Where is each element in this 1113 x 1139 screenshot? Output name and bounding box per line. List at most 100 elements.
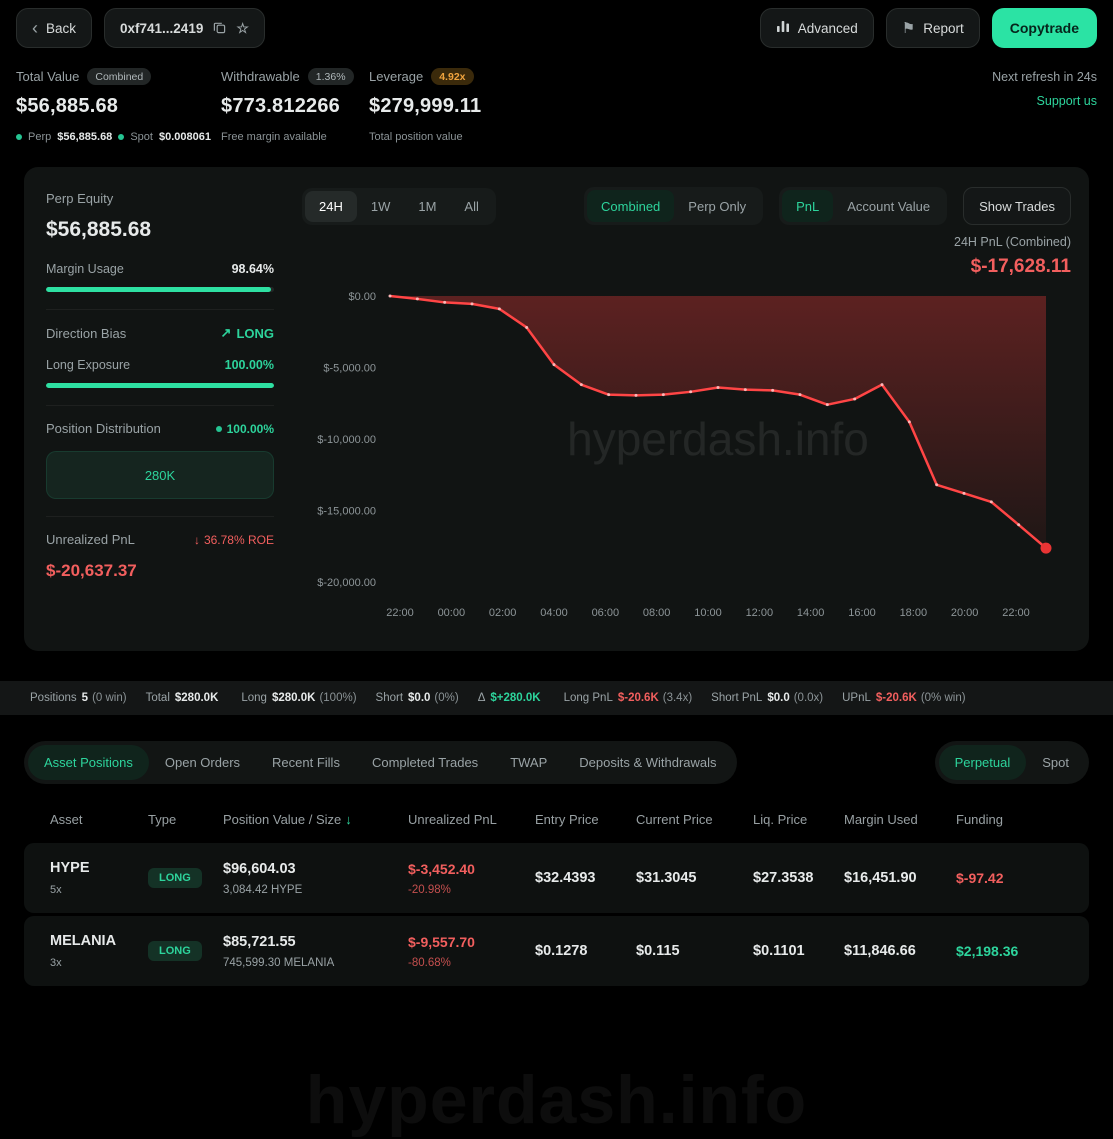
advanced-button[interactable]: Advanced — [759, 8, 874, 48]
tab-spot[interactable]: Spot — [1026, 745, 1085, 780]
entry-price: $32.4393 — [535, 870, 596, 886]
chart-area: 24H 1W 1M All Combined Perp Only PnL Acc… — [302, 187, 1071, 637]
unrealized-pnl: $-9,557.70 — [408, 933, 475, 950]
total-value-stat: Total Value Combined $56,885.68 Perp $56… — [16, 68, 221, 143]
tab-asset-positions[interactable]: Asset Positions — [28, 745, 149, 780]
equity-panel: Perp Equity $56,885.68 Margin Usage 98.6… — [24, 167, 1089, 651]
col-margin-used[interactable]: Margin Used — [844, 812, 918, 827]
perp-value: $56,885.68 — [57, 131, 113, 143]
entry-price: $0.1278 — [535, 943, 588, 959]
position-size: 3,084.42 HYPE — [223, 883, 303, 896]
col-entry-price[interactable]: Entry Price — [535, 812, 599, 827]
unrealized-pnl-pct: -20.98% — [408, 883, 451, 896]
distribution-box[interactable]: 280K — [46, 451, 274, 499]
flag-icon: ⚑ — [901, 19, 916, 37]
table-row[interactable]: MELANIA 3x LONG $85,721.55 745,599.30 MELA… — [24, 916, 1089, 986]
stat-long: Long $280.0K (100%) — [241, 692, 357, 704]
position-type-badge: LONG — [148, 941, 202, 961]
asset-leverage: 3x — [50, 957, 62, 969]
tab-combined[interactable]: Combined — [587, 190, 675, 222]
report-label: Report — [923, 20, 964, 36]
stat-short-pnl: Short PnL $0.0 (0.0x) — [711, 692, 824, 704]
col-type: Type — [148, 812, 177, 827]
svg-text:$-5,000.00: $-5,000.00 — [323, 363, 376, 375]
table-header: Asset Type Position Value / Size ↓ Unreal… — [24, 812, 1089, 843]
copytrade-button[interactable]: Copytrade — [991, 8, 1097, 48]
col-unrealized-pnl[interactable]: Unrealized PnL — [408, 812, 497, 827]
positions-tabs: Asset Positions Open Orders Recent Fills… — [24, 741, 737, 784]
tab-24h[interactable]: 24H — [305, 190, 357, 222]
svg-text:18:00: 18:00 — [900, 607, 928, 619]
current-price: $0.115 — [636, 943, 680, 959]
current-price: $31.3045 — [636, 870, 697, 886]
unrealized-pnl-label: Unrealized PnL — [46, 532, 135, 547]
tab-perpetual[interactable]: Perpetual — [938, 745, 1027, 780]
col-asset: Asset — [50, 812, 83, 827]
wallet-address-pill[interactable]: 0xf741...2419 ☆ — [104, 8, 265, 48]
svg-text:10:00: 10:00 — [694, 607, 722, 619]
positions-table: Asset Type Position Value / Size ↓ Unreal… — [24, 812, 1089, 986]
col-position-value[interactable]: Position Value / Size ↓ — [223, 812, 352, 827]
tab-open-orders[interactable]: Open Orders — [149, 745, 256, 780]
position-value: $96,604.03 — [223, 860, 296, 877]
chart-controls: 24H 1W 1M All Combined Perp Only PnL Acc… — [302, 187, 1071, 225]
leverage-sub: Total position value — [369, 131, 463, 143]
funding: $2,198.36 — [956, 943, 1019, 959]
spot-label: Spot — [130, 131, 153, 143]
funding: $-97.42 — [956, 870, 1004, 886]
svg-text:14:00: 14:00 — [797, 607, 825, 619]
tab-completed-trades[interactable]: Completed Trades — [356, 745, 494, 780]
back-button[interactable]: ‹ Back — [16, 8, 93, 48]
col-funding[interactable]: Funding — [956, 812, 1003, 827]
table-row[interactable]: HYPE 5x LONG $96,604.03 3,084.42 HYPE $-3,… — [24, 843, 1089, 913]
unrealized-pnl-value: $-20,637.37 — [46, 561, 137, 580]
arrow-down-icon: ↓ — [193, 532, 200, 547]
liq-price: $0.1101 — [753, 943, 805, 959]
position-distribution-label: Position Distribution — [46, 421, 161, 436]
stat-positions: Positions 5 (0 win) — [30, 692, 127, 704]
svg-text:$0.00: $0.00 — [348, 291, 376, 303]
withdrawable-badge: 1.36% — [307, 68, 354, 85]
position-value: $85,721.55 — [223, 933, 296, 950]
svg-text:02:00: 02:00 — [489, 607, 517, 619]
svg-text:22:00: 22:00 — [1002, 607, 1030, 619]
tab-twap[interactable]: TWAP — [494, 745, 563, 780]
leverage-stat: Leverage 4.92x $279,999.11 Total positio… — [369, 68, 574, 143]
direction-bias-label: Direction Bias — [46, 325, 127, 341]
tab-account-value[interactable]: Account Value — [833, 190, 944, 222]
account-stats-row: Total Value Combined $56,885.68 Perp $56… — [0, 56, 1113, 163]
withdrawable-stat: Withdrawable 1.36% $773.812266 Free marg… — [221, 68, 369, 143]
perp-label: Perp — [28, 131, 52, 143]
margin-used: $11,846.66 — [844, 943, 916, 959]
stat-delta: Δ $+280.0K — [477, 692, 541, 704]
view-tabs: PnL Account Value — [779, 187, 948, 225]
report-button[interactable]: ⚑ Report — [885, 8, 980, 48]
perp-equity-value: $56,885.68 — [46, 218, 152, 241]
chart-pnl-label: 24H PnL (Combined) — [954, 235, 1071, 249]
col-liq-price[interactable]: Liq. Price — [753, 812, 808, 827]
svg-text:06:00: 06:00 — [592, 607, 620, 619]
margin-usage-value: 98.64% — [231, 262, 274, 276]
bar-chart-icon — [776, 20, 790, 36]
col-current-price[interactable]: Current Price — [636, 812, 713, 827]
tab-recent-fills[interactable]: Recent Fills — [256, 745, 356, 780]
star-icon[interactable]: ☆ — [236, 20, 249, 36]
svg-text:16:00: 16:00 — [848, 607, 876, 619]
total-value-label: Total Value — [16, 69, 80, 84]
show-trades-button[interactable]: Show Trades — [963, 187, 1071, 225]
tab-1m[interactable]: 1M — [404, 191, 450, 222]
margin-usage-label: Margin Usage — [46, 262, 124, 276]
tab-deposits-withdrawals[interactable]: Deposits & Withdrawals — [563, 745, 732, 780]
svg-text:$-20,000.00: $-20,000.00 — [317, 577, 376, 589]
tab-perp-only[interactable]: Perp Only — [674, 190, 760, 222]
tab-1w[interactable]: 1W — [357, 191, 405, 222]
svg-text:$-15,000.00: $-15,000.00 — [317, 506, 376, 518]
support-us-link[interactable]: Support us — [1036, 94, 1097, 108]
position-distribution-value: 100.00% — [226, 421, 274, 436]
tab-pnl[interactable]: PnL — [782, 190, 834, 222]
leverage-badge: 4.92x — [431, 68, 474, 85]
tab-all[interactable]: All — [450, 191, 492, 222]
copy-icon[interactable] — [213, 21, 226, 36]
spot-dot-icon — [118, 134, 125, 140]
leverage-value: $279,999.11 — [369, 95, 482, 117]
